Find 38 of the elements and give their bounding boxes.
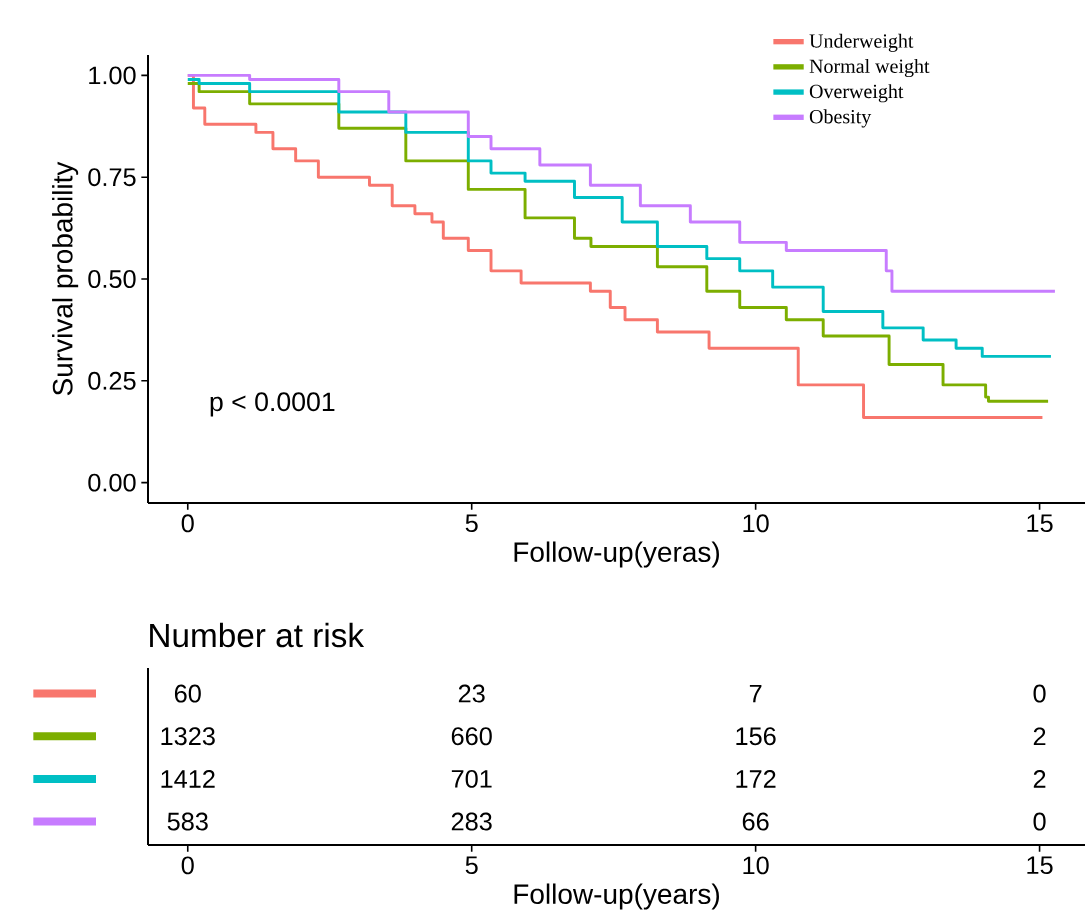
x-tick-label: 5 [465,856,478,875]
x-tick-label: 0 [181,514,194,533]
data-label: 172 [736,770,776,788]
x-tick-label: 5 [465,514,478,533]
data-label: 0 [1033,684,1046,703]
legend-label: Overweight [809,84,904,103]
data-label: 2 [1033,727,1046,746]
x-tick-label: 15 [1027,514,1053,533]
x-tick-label: 15 [1027,856,1053,875]
data-label: 583 [167,812,208,831]
x-tick-label: 10 [743,856,769,875]
data-label: 283 [451,812,492,831]
y-tick-label: 0.75 [88,168,136,187]
y-tick-label: 0.25 [88,371,136,390]
data-label: 701 [451,769,492,788]
y-tick-label: 0.00 [88,473,136,492]
annotation: p < 0.0001 [210,392,335,417]
data-label: 60 [174,684,201,703]
chart-title: Number at risk [150,622,365,648]
data-label: 7 [749,684,762,703]
data-label: 1323 [161,727,215,746]
data-label: 0 [1033,812,1046,831]
data-label: 66 [742,812,769,831]
legend-label: Normal weight [809,58,930,78]
legend-label: Underweight [809,33,914,52]
x-axis-title: Follow-up(years) [514,883,719,910]
x-axis-title: Follow-up(yeras) [514,541,719,568]
data-label: 1412 [161,770,215,788]
data-label: 156 [736,727,776,746]
legend-label: Obesity [809,109,872,128]
x-tick-label: 0 [181,856,194,875]
x-tick-label: 10 [743,514,769,533]
y-tick-label: 1.00 [89,66,136,85]
y-axis-title: Survival probability [52,161,79,396]
data-label: 23 [458,684,485,703]
y-tick-label: 0.50 [88,270,136,288]
data-label: 660 [451,727,492,746]
data-label: 2 [1033,770,1046,788]
